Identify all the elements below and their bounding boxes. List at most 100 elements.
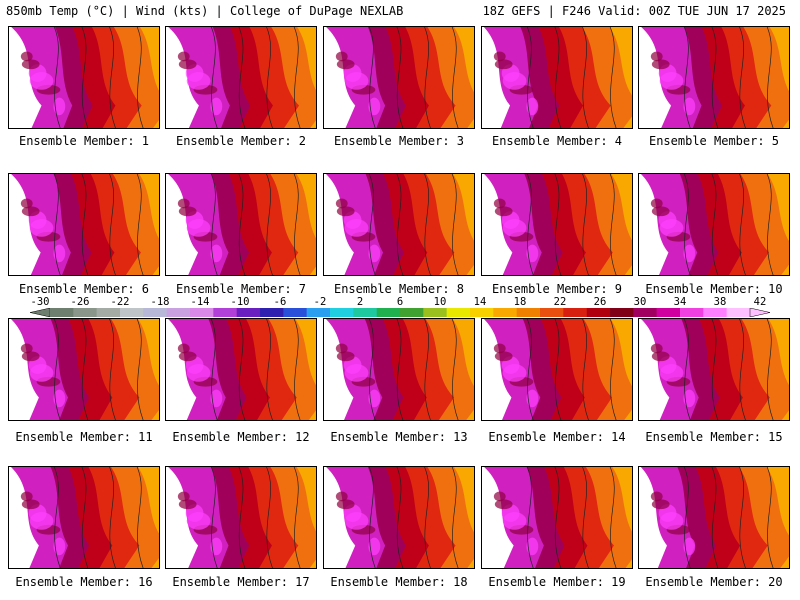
ensemble-member-label: Ensemble Member: 17 [172,575,310,589]
ensemble-member-label: Ensemble Member: 5 [648,134,780,148]
colorbar-tick-label: -2 [313,296,327,308]
ensemble-member-map-2 [165,26,317,129]
colorbar-segment [73,308,97,317]
ensemble-member-map-18 [323,466,475,569]
temperature-field [167,174,316,275]
colorbar-segment [213,308,237,317]
ensemble-member-label: Ensemble Member: 2 [175,134,307,148]
ensemble-member-map-17 [165,466,317,569]
colorbar-segment [50,308,74,317]
ensemble-member-label: Ensemble Member: 9 [491,282,623,296]
header-right-title: 18Z GEFS | F246 Valid: 00Z TUE JUN 17 20… [482,4,786,18]
temperature-field [10,319,159,420]
temperature-field [483,27,632,128]
temperature-field [167,319,316,420]
colorbar-max-arrow [749,308,770,317]
colorbar-segment [376,308,401,317]
ensemble-member-label: Ensemble Member: 6 [18,282,150,296]
ensemble-member-map-12 [165,318,317,421]
ensemble-member-map-15 [638,318,790,421]
colorbar-segment [400,308,424,317]
temperature-field [10,467,159,568]
temperature-field [483,467,632,568]
ensemble-member-label: Ensemble Member: 8 [333,282,465,296]
colorbar-segment [633,308,657,317]
colorbar-segment [143,308,167,317]
colorbar-tick-label: 14 [473,296,487,308]
colorbar-segment [586,308,611,317]
temperature-field [168,27,316,128]
ensemble-member-label: Ensemble Member: 1 [18,134,150,148]
colorbar-segment [166,308,191,317]
colorbar-segment [540,308,564,317]
colorbar-segment [120,308,144,317]
ensemble-member-label: Ensemble Member: 18 [330,575,468,589]
colorbar-segment [423,308,447,317]
ensemble-member-map-1 [8,26,160,129]
temperature-field [640,319,789,420]
ensemble-member-label: Ensemble Member: 15 [645,430,783,444]
colorbar-tick-label: 10 [433,296,447,308]
temperature-field [640,467,789,568]
temperature-colorbar [30,308,770,317]
temperature-field [483,174,632,275]
colorbar-tick-label: -10 [230,296,250,308]
ensemble-member-label: Ensemble Member: 19 [488,575,626,589]
ensemble-member-map-5 [638,26,790,129]
ensemble-member-map-16 [8,466,160,569]
ensemble-member-map-6 [8,173,160,276]
colorbar-tick-label: -30 [30,296,50,308]
ensemble-member-map-3 [323,26,475,129]
colorbar-tick-label: 38 [713,296,727,308]
header-left-title: 850mb Temp (°C) | Wind (kts) | College o… [6,4,404,18]
temperature-field [325,467,474,568]
colorbar-segment [446,308,471,317]
colorbar-tick-label: 26 [593,296,607,308]
temperature-field [10,174,159,275]
colorbar-tick-label: -22 [110,296,130,308]
colorbar-segment [726,308,751,317]
temperature-field [640,27,789,128]
ensemble-member-map-11 [8,318,160,421]
ensemble-member-label: Ensemble Member: 7 [175,282,307,296]
colorbar-segment [190,308,214,317]
colorbar-segment [703,308,727,317]
ensemble-member-label: Ensemble Member: 14 [488,430,626,444]
colorbar-tick-label: 30 [633,296,647,308]
colorbar-tick-label: -14 [190,296,210,308]
ensemble-member-map-9 [481,173,633,276]
temperature-field [483,319,632,420]
ensemble-member-label: Ensemble Member: 16 [15,575,153,589]
colorbar-segment [656,308,681,317]
colorbar-segment [283,308,307,317]
colorbar-segment [306,308,331,317]
ensemble-member-map-8 [323,173,475,276]
ensemble-member-label: Ensemble Member: 4 [491,134,623,148]
colorbar-segment [330,308,354,317]
ensemble-member-label: Ensemble Member: 20 [645,575,783,589]
colorbar-tick-label: 6 [396,296,404,308]
colorbar-segment [516,308,541,317]
colorbar-tick-label: 22 [553,296,567,308]
ensemble-member-map-13 [323,318,475,421]
ensemble-member-label: Ensemble Member: 11 [15,430,153,444]
ensemble-member-map-20 [638,466,790,569]
ensemble-member-map-4 [481,26,633,129]
colorbar-segment [680,308,704,317]
colorbar-segment [96,308,121,317]
colorbar-tick-label: 42 [753,296,767,308]
colorbar-tick-label: -6 [273,296,287,308]
temperature-field [325,319,474,420]
colorbar-segment [563,308,587,317]
temperature-field [167,467,316,568]
colorbar-segment [610,308,634,317]
ensemble-member-label: Ensemble Member: 12 [172,430,310,444]
temperature-field [325,174,474,275]
ensemble-member-map-19 [481,466,633,569]
colorbar-segment [493,308,517,317]
colorbar-tick-label: 18 [513,296,527,308]
ensemble-member-map-14 [481,318,633,421]
temperature-field [325,27,474,128]
colorbar-segment [260,308,284,317]
ensemble-member-label: Ensemble Member: 13 [330,430,468,444]
